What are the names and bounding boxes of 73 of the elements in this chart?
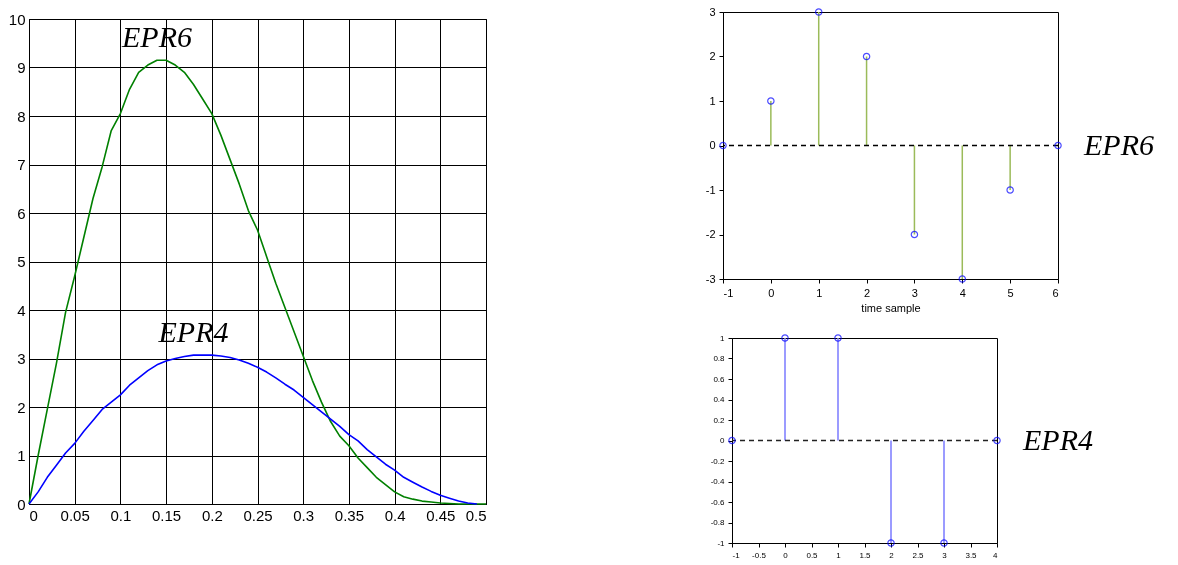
x-tick-label: 3 <box>942 550 948 560</box>
y-tick-label: -1 <box>717 538 726 548</box>
y-tick-label: 0.4 <box>713 395 726 404</box>
y-tick-label: 0 <box>720 436 726 445</box>
x-tick-label: 6 <box>1052 286 1059 299</box>
x-tick-label: 3.5 <box>965 550 978 560</box>
x-tick-label: 0.1 <box>110 506 132 524</box>
point <box>814 8 823 16</box>
point <box>862 52 871 61</box>
x-tick-label: 0.45 <box>426 506 456 524</box>
x-tick-label: 0.35 <box>334 506 364 524</box>
x-tick-label: 5 <box>1007 286 1014 299</box>
y-tick-label: 0 <box>709 139 716 151</box>
y-tick-label: 8 <box>17 107 26 125</box>
x-tick-label: 0 <box>783 550 789 560</box>
x-tick-label: 0.5 <box>806 550 819 560</box>
y-tick-label: 5 <box>17 253 26 270</box>
x-tick-label: 0.05 <box>60 506 90 524</box>
x-tick-label: 0 <box>768 286 775 299</box>
y-tick-label: 7 <box>17 156 26 173</box>
x-tick-label: 0.15 <box>152 506 182 524</box>
y-tick-label: -0.2 <box>710 456 726 466</box>
y-tick-label: -1 <box>705 183 716 196</box>
x-tick-label: -0.5 <box>752 550 767 560</box>
y-tick-label: -0.4 <box>710 477 726 486</box>
y-tick-label: 1 <box>17 447 26 464</box>
y-tick-label: 0.8 <box>713 354 726 363</box>
point <box>781 334 789 342</box>
y-tick-label: 0 <box>17 495 26 513</box>
y-tick-label: 4 <box>17 301 26 319</box>
series-label: EPR4 <box>1022 422 1093 456</box>
y-tick-label: 3 <box>709 5 716 18</box>
x-tick-label: 4 <box>993 550 999 560</box>
point <box>940 539 948 547</box>
line-series <box>28 59 487 505</box>
x-tick-label: 1.5 <box>859 550 872 560</box>
x-axis-title: time sample <box>861 301 921 314</box>
y-tick-label: 2 <box>709 50 716 62</box>
y-tick-label: 3 <box>17 350 26 367</box>
x-tick-label: 0.5 <box>465 506 487 524</box>
point <box>767 97 775 105</box>
y-tick-label: 9 <box>17 59 26 76</box>
y-tick-label: 2 <box>17 398 26 416</box>
x-tick-label: 2 <box>889 550 895 560</box>
y-tick-label: 6 <box>17 204 26 222</box>
y-tick-label: -0.8 <box>710 518 726 527</box>
series-label: EPR6 <box>1083 127 1154 161</box>
x-tick-label: -1 <box>732 550 741 560</box>
x-tick-label: 1 <box>836 550 842 560</box>
y-tick-label: 10 <box>8 10 26 28</box>
x-tick-label: 0.2 <box>201 506 223 524</box>
x-tick-label: 1 <box>816 286 823 299</box>
y-tick-label: 0.2 <box>713 415 726 425</box>
point <box>910 230 919 239</box>
x-tick-label: 4 <box>959 286 966 299</box>
line-series <box>28 354 478 505</box>
y-tick-label: 1 <box>720 333 726 343</box>
x-tick-label: 0 <box>29 506 38 524</box>
x-tick-label: 2 <box>864 286 871 299</box>
point <box>958 275 967 283</box>
y-tick-label: -3 <box>705 272 716 285</box>
point <box>887 539 895 547</box>
x-tick-label: 0.25 <box>243 506 273 524</box>
x-tick-label: 2.5 <box>912 550 925 560</box>
x-tick-label: 0.4 <box>384 506 406 524</box>
y-tick-label: -0.6 <box>710 497 726 507</box>
point <box>834 334 842 342</box>
y-tick-label: -2 <box>705 228 716 240</box>
y-tick-label: 1 <box>709 94 716 107</box>
y-tick-label: 0.6 <box>713 374 726 384</box>
point <box>1006 186 1014 194</box>
x-tick-label: 3 <box>911 286 918 299</box>
x-tick-label: 0.3 <box>293 506 315 524</box>
